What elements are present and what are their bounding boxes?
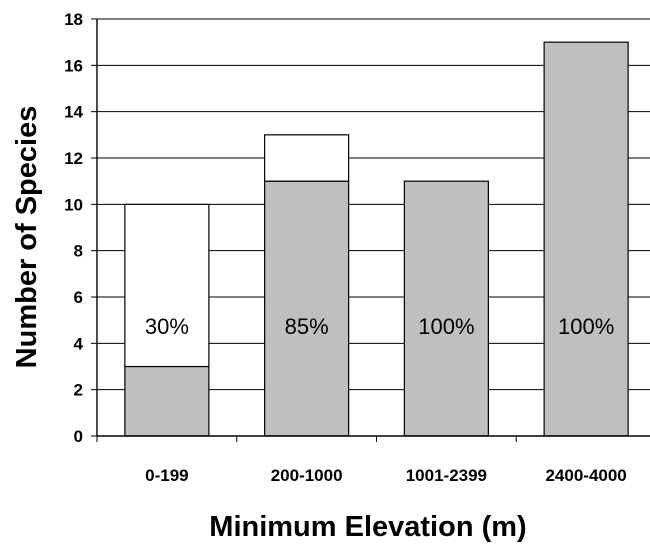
bar-segment-open [264,134,350,182]
x-tick-label: 1001-2399 [406,466,487,485]
y-tick-label: 2 [74,381,83,400]
x-axis-title: Minimum Elevation (m) [209,511,526,543]
y-tick-label: 4 [74,334,84,353]
bar-segment-open [124,203,210,368]
bar-percent-label: 100% [418,314,474,339]
y-tick-label: 0 [74,427,83,446]
y-tick-label: 10 [64,195,83,214]
bar-segment-shaded [403,180,489,437]
x-tick-labels: 0-199 200-1000 1001-2399 2400-4000 [145,466,627,485]
x-tick-label: 2400-4000 [545,466,626,485]
y-tick-label: 16 [64,56,83,75]
bar-percent-label: 85% [285,314,329,339]
x-tick-label: 0-199 [145,466,188,485]
bar-segment-shaded [124,365,210,437]
y-tick-label: 18 [64,10,83,29]
y-axis-title: Number of Species [11,106,43,369]
y-tick-labels: 0 2 4 6 8 10 12 14 16 18 [64,10,83,446]
x-tick-label: 200-1000 [271,466,343,485]
bar-segment-shaded [543,41,629,437]
bar-segment-shaded [264,180,350,437]
y-tick-label: 8 [74,242,83,261]
bar-percent-label: 30% [145,314,189,339]
y-tick-label: 12 [64,149,83,168]
bar-percent-label: 100% [558,314,614,339]
y-tick-label: 6 [74,288,83,307]
bar-annotations: 30% 85% 100% 100% [145,314,614,339]
axes [91,18,650,442]
bars [124,41,629,437]
y-tick-label: 14 [64,103,83,122]
